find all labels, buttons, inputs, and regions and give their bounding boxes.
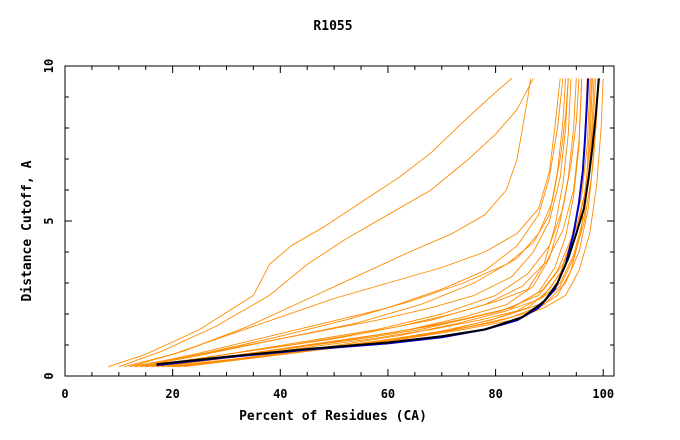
series-line-18 — [161, 78, 597, 368]
x-axis-label: Percent of Residues (CA) — [239, 409, 427, 424]
x-tick-label: 40 — [273, 387, 287, 401]
series-line-1 — [156, 78, 600, 366]
axis-layer: 0 20 40 60 80 100 0 5 10 — [42, 59, 614, 401]
series-line-20 — [167, 78, 595, 368]
series-line-6 — [134, 78, 564, 368]
series-line-16 — [140, 78, 569, 368]
chart-title: R1055 — [313, 19, 352, 34]
y-tick-label: 10 — [42, 59, 56, 73]
series-line-5 — [124, 78, 561, 368]
series-line-12 — [167, 78, 593, 368]
series-line-22 — [172, 78, 592, 368]
series-line-15 — [151, 78, 580, 368]
x-tick-label: 80 — [488, 387, 502, 401]
series-line-2 — [107, 78, 512, 368]
series-line-10 — [151, 78, 583, 368]
plot-frame — [64, 65, 615, 377]
series-line-21 — [134, 78, 567, 368]
y-axis-label: Distance Cutoff, A — [20, 160, 35, 301]
series-line-19 — [145, 78, 583, 368]
x-tick-label: 0 — [61, 387, 68, 401]
series-line-14 — [177, 78, 604, 368]
series-line-4 — [129, 78, 532, 368]
series-layer — [107, 78, 604, 368]
x-tick-label: 60 — [381, 387, 395, 401]
series-line-3 — [118, 78, 534, 368]
series-line-23 — [183, 78, 600, 368]
y-tick-label: 5 — [42, 217, 56, 224]
x-tick-label: 100 — [592, 387, 614, 401]
y-tick-label: 0 — [42, 372, 56, 379]
x-tick-label: 20 — [165, 387, 179, 401]
series-line-13 — [172, 78, 599, 368]
